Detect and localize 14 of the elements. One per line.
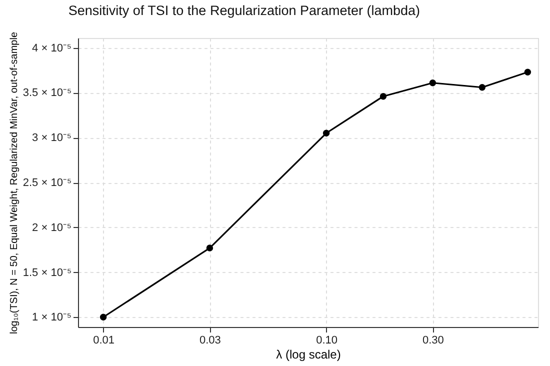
y-tick-label: 3.5 × 10⁻⁵	[22, 87, 72, 100]
y-tick-label: 1.5 × 10⁻⁵	[22, 266, 72, 279]
x-tick-label: 0.03	[199, 334, 221, 346]
y-tick-label: 2.5 × 10⁻⁵	[22, 177, 72, 189]
y-tick-label: 4 × 10⁻⁵	[32, 42, 72, 54]
y-tick-label: 2 × 10⁻⁵	[32, 222, 72, 234]
y-tick-label: 1 × 10⁻⁵	[32, 312, 72, 324]
x-tick-label: 0.30	[422, 334, 444, 346]
x-tick-label: 0.10	[316, 334, 338, 346]
chart-title: Sensitivity of TSI to the Regularization Parameter (lambda)	[68, 2, 420, 18]
y-axis-title: log₁₀(TSI), N = 50, Equal Weight, Regularized MinVar, out-of-sample	[8, 32, 20, 334]
y-tick-label: 3 × 10⁻⁵	[32, 132, 72, 144]
x-axis-title: λ (log scale)	[276, 348, 341, 362]
x-tick-label: 0.01	[93, 334, 115, 346]
